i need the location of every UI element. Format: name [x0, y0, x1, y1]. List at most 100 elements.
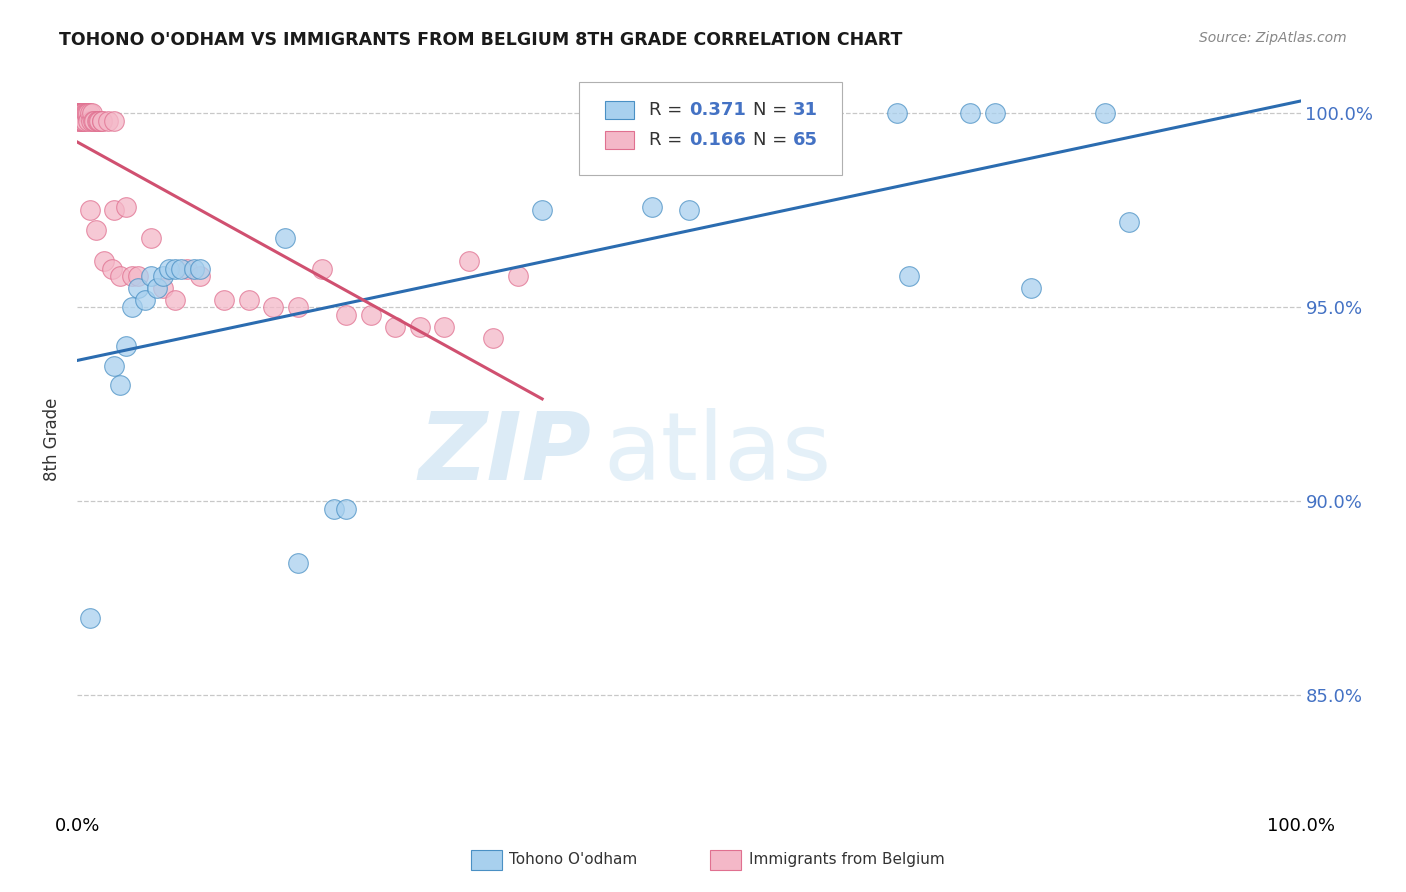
Point — [139, 230, 162, 244]
Point — [69, 106, 91, 120]
Point — [274, 230, 297, 244]
Point — [409, 319, 432, 334]
Point — [82, 114, 104, 128]
Point — [66, 106, 89, 120]
Point — [360, 308, 382, 322]
Text: 31: 31 — [793, 101, 818, 120]
Text: N =: N = — [752, 131, 793, 149]
Point — [108, 269, 131, 284]
Point — [70, 106, 93, 120]
Text: Tohono O'odham: Tohono O'odham — [509, 853, 637, 867]
Point — [121, 269, 143, 284]
Point — [79, 203, 101, 218]
Point — [482, 331, 505, 345]
Point — [886, 106, 908, 120]
Point — [84, 223, 107, 237]
FancyBboxPatch shape — [579, 82, 842, 175]
Point — [76, 106, 98, 120]
Point — [69, 106, 91, 120]
Point — [506, 269, 529, 284]
Point — [103, 203, 125, 218]
Point — [79, 106, 101, 120]
Text: atlas: atlas — [603, 409, 831, 500]
Point — [152, 269, 174, 284]
Point — [176, 261, 198, 276]
Point — [77, 106, 100, 120]
Text: R =: R = — [648, 101, 688, 120]
Point — [66, 106, 89, 120]
Point — [90, 114, 112, 128]
Point — [115, 200, 138, 214]
Point — [69, 106, 91, 120]
Point — [323, 502, 346, 516]
Text: 65: 65 — [793, 131, 818, 149]
Point — [79, 611, 101, 625]
Point — [457, 253, 479, 268]
Point — [188, 261, 211, 276]
Point — [73, 106, 96, 120]
Point — [641, 200, 664, 214]
Point — [384, 319, 406, 334]
Point — [1118, 215, 1140, 229]
Point — [183, 261, 205, 276]
Point — [90, 114, 112, 128]
Point — [70, 106, 93, 120]
Point — [1094, 106, 1116, 120]
Point — [238, 293, 260, 307]
Point — [97, 114, 120, 128]
Point — [89, 114, 111, 128]
Point — [66, 114, 89, 128]
Point — [212, 293, 235, 307]
Point — [188, 269, 211, 284]
Point — [72, 106, 94, 120]
Point — [170, 261, 193, 276]
Point — [127, 269, 149, 284]
Point — [66, 106, 89, 120]
Point — [69, 106, 91, 120]
Point — [77, 114, 100, 128]
Point — [311, 261, 333, 276]
Point — [72, 114, 94, 128]
Point — [287, 301, 309, 315]
Point — [531, 203, 554, 218]
Point — [115, 339, 138, 353]
Y-axis label: 8th Grade: 8th Grade — [44, 398, 62, 481]
Point — [146, 281, 169, 295]
Point — [678, 203, 700, 218]
Point — [66, 106, 89, 120]
Point — [75, 106, 97, 120]
Text: 0.371: 0.371 — [689, 101, 745, 120]
Point — [83, 114, 105, 128]
Bar — [605, 101, 634, 119]
Point — [80, 114, 103, 128]
Point — [165, 293, 187, 307]
Point — [335, 502, 357, 516]
Point — [165, 261, 187, 276]
Point — [763, 106, 786, 120]
Point — [108, 378, 131, 392]
Point — [433, 319, 456, 334]
Point — [70, 114, 93, 128]
Point — [70, 114, 93, 128]
Text: ZIP: ZIP — [418, 409, 591, 500]
Point — [134, 293, 156, 307]
Point — [800, 106, 823, 120]
Text: R =: R = — [648, 131, 688, 149]
Text: Source: ZipAtlas.com: Source: ZipAtlas.com — [1199, 31, 1347, 45]
Point — [103, 359, 125, 373]
Point — [287, 557, 309, 571]
Point — [1021, 281, 1043, 295]
Bar — [605, 131, 634, 149]
Point — [984, 106, 1007, 120]
Point — [121, 301, 143, 315]
Point — [262, 301, 284, 315]
Point — [86, 114, 108, 128]
Point — [93, 253, 115, 268]
Point — [100, 261, 122, 276]
Point — [139, 269, 162, 284]
Point — [103, 114, 125, 128]
Point — [70, 106, 93, 120]
Text: 0.166: 0.166 — [689, 131, 745, 149]
Point — [127, 281, 149, 295]
Point — [66, 106, 89, 120]
